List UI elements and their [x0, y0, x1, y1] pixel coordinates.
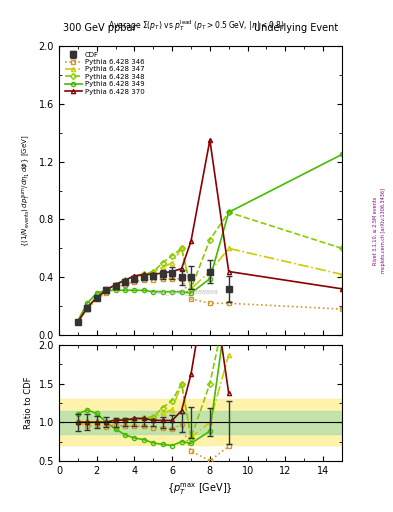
Text: Rivet 3.1.10, ≥ 2.5M events: Rivet 3.1.10, ≥ 2.5M events — [373, 196, 378, 265]
Pythia 6.428 346 — [94, 296, 99, 302]
Text: Underlying Event: Underlying Event — [254, 23, 338, 33]
Line: Pythia 6.428 348: Pythia 6.428 348 — [76, 210, 344, 324]
Pythia 6.428 347 — [132, 274, 137, 281]
Pythia 6.428 347 — [340, 271, 344, 278]
Pythia 6.428 348 — [226, 209, 231, 216]
Pythia 6.428 347 — [123, 277, 127, 283]
Pythia 6.428 349 — [104, 287, 108, 293]
Pythia 6.428 347 — [160, 264, 165, 270]
Pythia 6.428 370 — [151, 271, 156, 278]
Pythia 6.428 348 — [85, 305, 90, 311]
Pythia 6.428 346 — [208, 300, 212, 306]
Pythia 6.428 346 — [75, 319, 80, 325]
Pythia 6.428 349 — [160, 289, 165, 295]
Pythia 6.428 346 — [113, 284, 118, 290]
Pythia 6.428 370 — [189, 238, 193, 244]
Pythia 6.428 346 — [340, 306, 344, 312]
Pythia 6.428 348 — [151, 268, 156, 274]
Y-axis label: Ratio to CDF: Ratio to CDF — [24, 377, 33, 429]
Pythia 6.428 346 — [141, 277, 146, 283]
Pythia 6.428 349 — [179, 289, 184, 295]
Pythia 6.428 370 — [132, 273, 137, 279]
Pythia 6.428 346 — [151, 277, 156, 283]
Pythia 6.428 348 — [208, 237, 212, 243]
Pythia 6.428 349 — [226, 209, 231, 216]
X-axis label: $\{p_T^\mathrm{max}$ [GeV]$\}$: $\{p_T^\mathrm{max}$ [GeV]$\}$ — [167, 481, 233, 497]
Pythia 6.428 347 — [170, 260, 174, 266]
Line: Pythia 6.428 370: Pythia 6.428 370 — [76, 138, 344, 324]
Pythia 6.428 348 — [170, 252, 174, 259]
Pythia 6.428 346 — [104, 290, 108, 296]
Pythia 6.428 370 — [141, 271, 146, 278]
Legend: CDF, Pythia 6.428 346, Pythia 6.428 347, Pythia 6.428 348, Pythia 6.428 349, Pyt: CDF, Pythia 6.428 346, Pythia 6.428 347,… — [62, 50, 147, 97]
Pythia 6.428 348 — [123, 277, 127, 283]
Line: Pythia 6.428 346: Pythia 6.428 346 — [76, 276, 344, 324]
Pythia 6.428 347 — [85, 305, 90, 311]
Pythia 6.428 349 — [208, 275, 212, 282]
Pythia 6.428 348 — [94, 294, 99, 301]
Pythia 6.428 348 — [75, 319, 80, 325]
Pythia 6.428 347 — [75, 319, 80, 325]
Pythia 6.428 347 — [208, 268, 212, 274]
Pythia 6.428 349 — [123, 287, 127, 293]
Line: Pythia 6.428 347: Pythia 6.428 347 — [76, 246, 344, 324]
Pythia 6.428 348 — [340, 245, 344, 251]
Text: mcplots.cern.ch [arXiv:1306.3436]: mcplots.cern.ch [arXiv:1306.3436] — [381, 188, 386, 273]
Y-axis label: $\{(1/N_\mathrm{events})\,dp_T^\mathrm{sum}/d\eta_1\,d\phi\}$ [GeV]: $\{(1/N_\mathrm{events})\,dp_T^\mathrm{s… — [21, 134, 33, 247]
Pythia 6.428 349 — [151, 289, 156, 295]
Pythia 6.428 370 — [94, 294, 99, 301]
Pythia 6.428 348 — [132, 274, 137, 281]
Pythia 6.428 348 — [189, 286, 193, 292]
Pythia 6.428 348 — [179, 245, 184, 251]
Pythia 6.428 347 — [141, 271, 146, 278]
Pythia 6.428 348 — [141, 271, 146, 278]
Pythia 6.428 370 — [226, 268, 231, 274]
Pythia 6.428 346 — [189, 296, 193, 302]
Pythia 6.428 370 — [123, 277, 127, 283]
Pythia 6.428 347 — [226, 245, 231, 251]
Pythia 6.428 349 — [113, 287, 118, 293]
Pythia 6.428 370 — [179, 266, 184, 272]
Pythia 6.428 370 — [104, 287, 108, 293]
Pythia 6.428 349 — [141, 287, 146, 293]
Pythia 6.428 346 — [226, 300, 231, 306]
Pythia 6.428 349 — [94, 290, 99, 296]
Pythia 6.428 349 — [170, 289, 174, 295]
Pythia 6.428 349 — [132, 287, 137, 293]
Pythia 6.428 349 — [340, 152, 344, 158]
Pythia 6.428 348 — [160, 260, 165, 266]
Pythia 6.428 348 — [104, 287, 108, 293]
Pythia 6.428 370 — [75, 319, 80, 325]
Pythia 6.428 347 — [94, 294, 99, 301]
Line: Pythia 6.428 349: Pythia 6.428 349 — [76, 153, 344, 323]
Bar — [59, 411, 342, 434]
Pythia 6.428 347 — [104, 287, 108, 293]
Pythia 6.428 349 — [75, 317, 80, 324]
Pythia 6.428 346 — [179, 275, 184, 282]
Pythia 6.428 346 — [123, 282, 127, 288]
Pythia 6.428 346 — [85, 306, 90, 312]
Pythia 6.428 346 — [160, 275, 165, 282]
Pythia 6.428 370 — [208, 137, 212, 143]
Text: CDF_2015_I1388868: CDF_2015_I1388868 — [154, 289, 219, 294]
Pythia 6.428 346 — [170, 275, 174, 282]
Pythia 6.428 349 — [189, 290, 193, 296]
Pythia 6.428 348 — [113, 282, 118, 288]
Pythia 6.428 370 — [85, 305, 90, 311]
Pythia 6.428 370 — [160, 270, 165, 276]
Text: Average $\Sigma(p_T)$ vs $p_T^\mathrm{lead}$ ($p_T>0.5\,\mathrm{GeV},\,|\eta|<0.: Average $\Sigma(p_T)$ vs $p_T^\mathrm{le… — [108, 18, 285, 33]
Pythia 6.428 370 — [170, 268, 174, 274]
Pythia 6.428 370 — [340, 286, 344, 292]
Pythia 6.428 370 — [113, 282, 118, 288]
Pythia 6.428 347 — [189, 286, 193, 292]
Text: 300 GeV ppbar: 300 GeV ppbar — [63, 23, 136, 33]
Pythia 6.428 346 — [132, 279, 137, 285]
Pythia 6.428 347 — [151, 268, 156, 274]
Bar — [59, 399, 342, 445]
Pythia 6.428 347 — [113, 282, 118, 288]
Pythia 6.428 347 — [179, 245, 184, 251]
Pythia 6.428 349 — [85, 300, 90, 306]
